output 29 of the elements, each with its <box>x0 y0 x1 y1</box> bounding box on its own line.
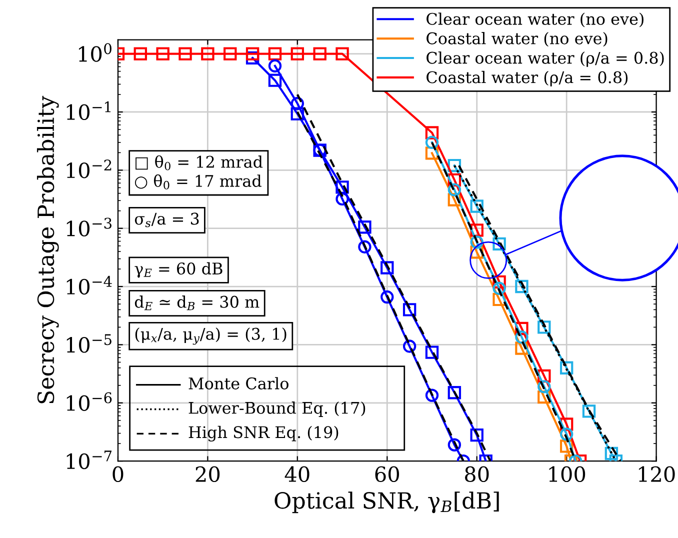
x-tick-label: 0 <box>112 466 124 482</box>
x-tick-label: 120 <box>638 466 675 482</box>
y-tick-label: 10$^{0}$ <box>78 43 112 62</box>
x-tick-label: 80 <box>465 466 489 482</box>
annotation: Lower-Bound Eq. (17) <box>188 402 366 417</box>
legend-label: Clear ocean water (no eve) <box>426 12 644 28</box>
legend-label: Coastal water (ρ/a = 0.8) <box>426 70 628 86</box>
annotation: Monte Carlo <box>188 377 288 390</box>
y-tick-label: 10$^{−2}$ <box>66 160 112 178</box>
x-axis-title: Optical SNR, γ$_{B}$[dB] <box>274 492 499 514</box>
x-tick-label: 60 <box>375 466 400 482</box>
annotation: (μ$_{x}$/a, μ$_{y}$/a) = (3, 1) <box>135 328 286 345</box>
y-axis-title: Secrecy Outage Probability <box>36 96 59 404</box>
y-tick-label: 10$^{−6}$ <box>66 392 112 411</box>
annotation: σ$_{s}$/a = 3 <box>134 212 199 228</box>
annotation: d$_{E}$ ≃ d$_{B}$ = 30 m <box>134 296 260 310</box>
x-tick-label: 40 <box>284 466 310 482</box>
annotation: □ θ$_{0}$ = 12 mrad ○ θ$_{0}$ = 17 mrad <box>134 155 263 190</box>
y-tick-label: 10$^{−3}$ <box>66 218 112 236</box>
x-tick-label: 20 <box>196 466 220 482</box>
annotation: γ$_{E}$ = 60 dB <box>134 262 222 278</box>
annotation: High SNR Eq. (19) <box>188 426 338 442</box>
y-tick-label: 10$^{−7}$ <box>66 450 112 470</box>
y-tick-label: 10$^{−4}$ <box>66 276 112 295</box>
legend-label: Coastal water (no eve) <box>426 32 608 47</box>
y-tick-label: 10$^{−5}$ <box>66 334 112 353</box>
legend-label: Clear ocean water (ρ/a = 0.8) <box>426 51 664 67</box>
y-tick-label: 10$^{−1}$ <box>66 101 110 120</box>
x-tick-label: 100 <box>549 466 586 482</box>
